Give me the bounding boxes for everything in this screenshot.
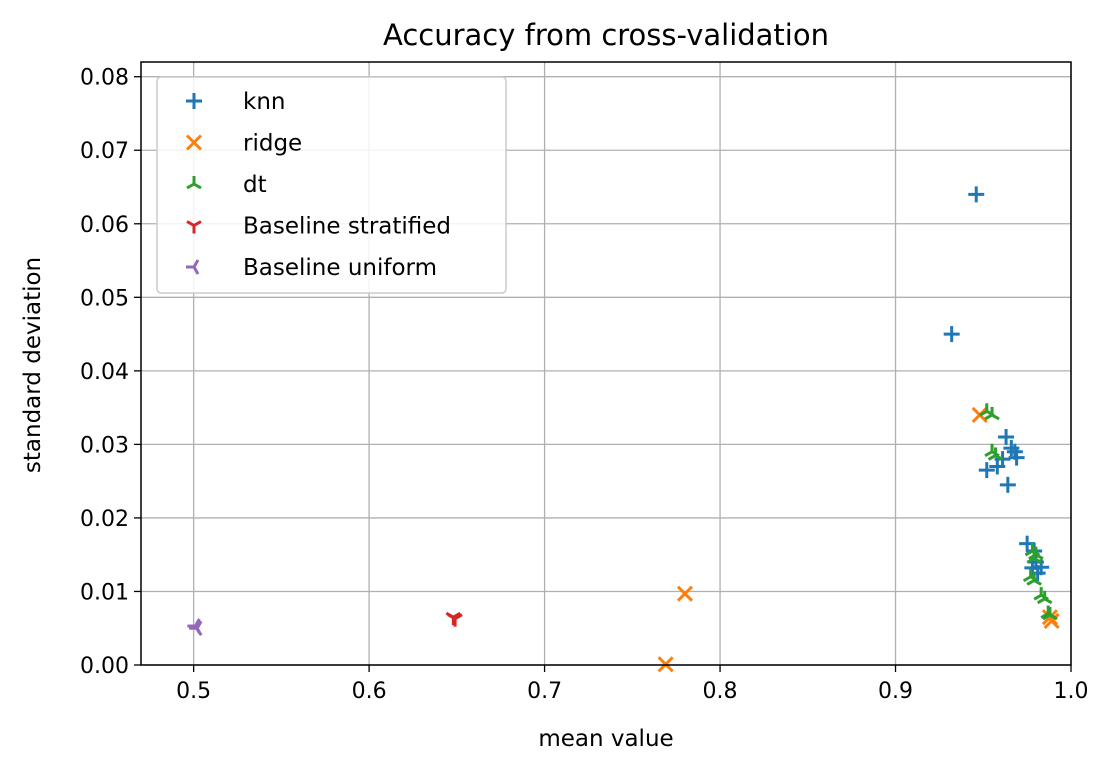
data-point bbox=[998, 429, 1015, 446]
data-point bbox=[978, 462, 995, 479]
x-tick-label: 0.5 bbox=[176, 679, 211, 704]
legend-label: Baseline uniform bbox=[243, 255, 437, 281]
legend: knn ridge dt Baseline stratified Baseline un… bbox=[156, 76, 507, 294]
y-tick-label: 0.08 bbox=[80, 66, 129, 91]
data-point bbox=[984, 406, 1000, 421]
legend-box bbox=[156, 76, 507, 294]
data-point bbox=[447, 613, 463, 627]
x-tick-label: 0.8 bbox=[703, 679, 738, 704]
y-tick-label: 0.03 bbox=[80, 433, 129, 458]
data-point bbox=[943, 326, 960, 343]
x-tick-label: 0.9 bbox=[878, 679, 913, 704]
y-tick-label: 0.07 bbox=[80, 139, 129, 164]
data-point bbox=[1036, 590, 1053, 605]
legend-label: ridge bbox=[243, 131, 302, 157]
legend-marker bbox=[186, 220, 202, 234]
data-point bbox=[1026, 550, 1042, 564]
y-tick-label: 0.06 bbox=[80, 213, 129, 238]
data-point bbox=[1029, 565, 1046, 582]
chart-title: Accuracy from cross-validation bbox=[383, 18, 829, 52]
data-points bbox=[187, 186, 1060, 673]
plot-frame bbox=[140, 61, 1072, 666]
legend-marker bbox=[185, 134, 203, 151]
y-axis-label: standard deviation bbox=[20, 257, 46, 473]
axis-ticks: 0.5 0.6 0.7 0.8 0.9 1.0 0.00 0.01 0.02 0.03 0.04 0.… bbox=[80, 66, 1088, 704]
legend-marker bbox=[186, 259, 200, 275]
y-tick-label: 0.04 bbox=[80, 360, 129, 385]
x-tick-label: 0.7 bbox=[527, 679, 562, 704]
y-tick-label: 0.00 bbox=[80, 654, 129, 679]
legend-marker bbox=[186, 93, 202, 109]
gridlines bbox=[141, 62, 1072, 666]
x-axis-label: mean value bbox=[538, 726, 673, 752]
x-tick-label: 1.0 bbox=[1054, 679, 1089, 704]
data-point bbox=[189, 620, 203, 636]
y-tick-label: 0.01 bbox=[80, 580, 129, 605]
x-tick-label: 0.6 bbox=[352, 679, 387, 704]
data-point bbox=[999, 476, 1016, 493]
data-point bbox=[989, 458, 1006, 475]
legend-label: Baseline stratified bbox=[243, 214, 451, 240]
data-point bbox=[676, 585, 694, 602]
legend-label: dt bbox=[243, 172, 267, 198]
data-point bbox=[968, 186, 985, 203]
data-point bbox=[1003, 440, 1020, 457]
legend-label: knn bbox=[243, 89, 285, 115]
data-point bbox=[1008, 449, 1025, 466]
y-tick-label: 0.05 bbox=[80, 286, 129, 311]
data-point bbox=[1026, 572, 1042, 586]
data-point bbox=[1042, 606, 1058, 621]
y-tick-label: 0.02 bbox=[80, 507, 129, 532]
legend-marker bbox=[186, 176, 202, 190]
data-point bbox=[987, 447, 1004, 461]
